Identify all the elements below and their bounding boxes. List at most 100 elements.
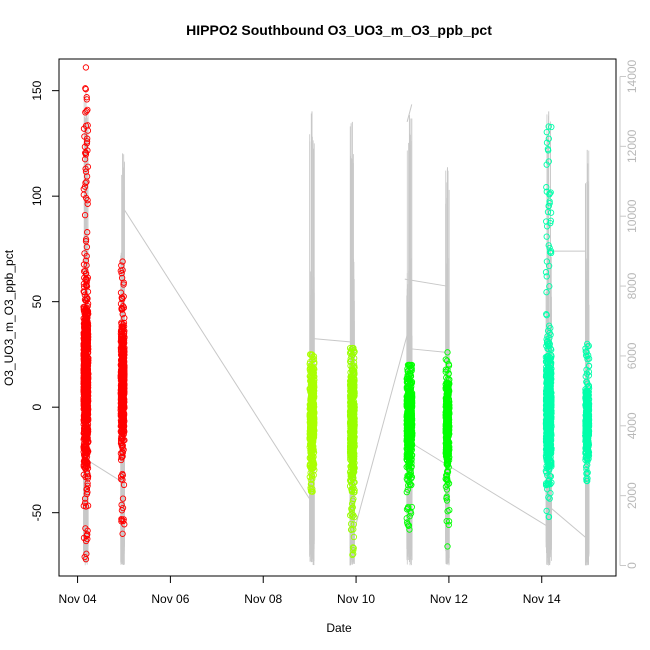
data-point — [84, 465, 92, 472]
data-point — [81, 183, 89, 190]
data-point — [82, 267, 89, 275]
data-point — [118, 306, 125, 313]
data-point — [83, 140, 91, 147]
data-point — [408, 379, 415, 386]
data-point — [350, 521, 357, 528]
data-point — [81, 156, 89, 163]
data-point — [80, 442, 88, 449]
data-point — [83, 490, 91, 498]
data-point — [306, 462, 313, 470]
data-point — [310, 424, 318, 431]
data-point — [405, 522, 413, 529]
data-point — [348, 375, 355, 383]
data-point — [84, 300, 92, 307]
data-point — [347, 401, 355, 409]
data-point — [84, 399, 91, 406]
altitude-transit-2 — [123, 208, 313, 503]
data-point — [84, 332, 92, 339]
series-flight-2 — [117, 258, 128, 537]
data-point — [82, 109, 89, 116]
data-point — [309, 457, 316, 465]
data-point — [408, 473, 416, 481]
data-point — [350, 512, 357, 519]
data-point — [348, 481, 356, 488]
data-point — [84, 480, 91, 487]
altitude-transit-10 — [548, 505, 587, 538]
data-point — [445, 386, 453, 394]
altitude-transit-3 — [311, 337, 352, 343]
data-point — [119, 324, 126, 331]
data-point — [81, 211, 89, 219]
data-point — [445, 362, 453, 369]
altitude-transit-1 — [87, 460, 122, 483]
data-point — [307, 358, 314, 366]
data-point — [405, 482, 412, 489]
data-point — [445, 406, 452, 413]
data-point — [118, 403, 126, 411]
data-point — [546, 283, 553, 290]
data-point-max — [308, 351, 316, 358]
data-point — [351, 440, 358, 447]
data-point — [350, 550, 357, 558]
data-point — [350, 451, 358, 458]
data-point — [350, 547, 357, 554]
data-point — [349, 504, 356, 511]
data-point — [83, 96, 90, 103]
data-point — [349, 504, 356, 511]
data-point — [84, 473, 92, 480]
data-point — [80, 366, 87, 373]
data-point — [84, 535, 91, 543]
altitude-transit-4 — [350, 334, 408, 542]
x-axis-label: Date — [326, 621, 352, 635]
data-point — [308, 424, 315, 432]
data-point — [351, 489, 358, 496]
data-point — [84, 448, 92, 455]
data-point — [81, 250, 88, 257]
data-point — [404, 415, 412, 423]
data-point — [444, 435, 451, 442]
data-point — [311, 360, 318, 367]
data-point — [405, 405, 413, 412]
data-point — [83, 325, 90, 333]
data-point — [118, 370, 125, 378]
data-point — [120, 420, 127, 427]
data-point — [80, 458, 88, 465]
data-point — [117, 267, 124, 274]
data-point — [118, 333, 126, 341]
data-point — [349, 458, 356, 465]
data-point — [117, 404, 125, 412]
data-point — [349, 362, 356, 369]
data-point — [119, 303, 127, 310]
data-point — [348, 526, 355, 533]
data-point — [443, 486, 451, 493]
data-point — [81, 289, 88, 296]
series-flight-6 — [442, 349, 453, 550]
data-point — [119, 311, 126, 318]
data-point — [81, 389, 88, 397]
data-point — [118, 367, 125, 375]
data-point — [408, 503, 415, 511]
data-point — [446, 506, 453, 514]
data-point — [445, 370, 452, 378]
data-point-max — [444, 349, 451, 356]
data-point — [82, 236, 90, 243]
data-point — [84, 475, 91, 482]
data-point — [407, 475, 415, 482]
data-point — [348, 404, 355, 411]
data-point-max — [82, 64, 90, 71]
data-point — [444, 508, 451, 515]
data-point — [84, 314, 91, 321]
series-flight-5 — [403, 361, 416, 533]
data-point — [83, 463, 90, 471]
data-point — [82, 465, 89, 472]
data-point — [84, 163, 92, 170]
data-point — [118, 433, 125, 440]
data-point — [81, 459, 89, 466]
data-point — [119, 453, 126, 460]
data-point — [120, 481, 128, 489]
data-point — [84, 274, 91, 281]
data-point — [83, 422, 90, 429]
data-point — [351, 468, 358, 476]
data-point — [446, 376, 453, 384]
data-point — [82, 238, 90, 245]
